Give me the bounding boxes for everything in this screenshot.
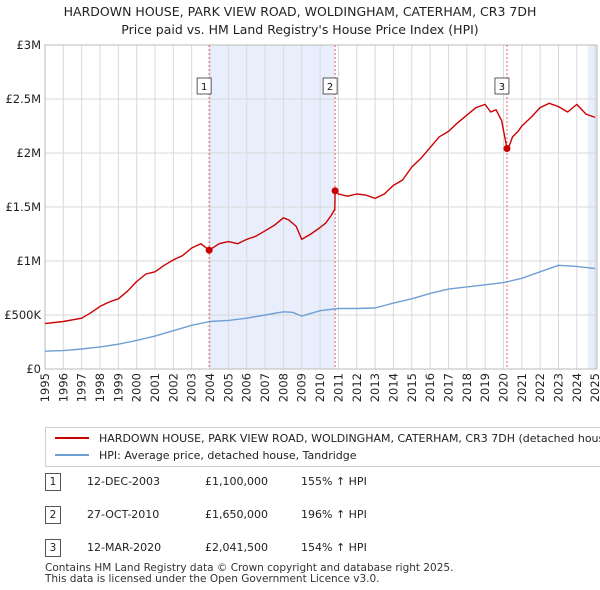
x-tick-label: 1998 bbox=[93, 373, 107, 402]
legend-item-property: HARDOWN HOUSE, PARK VIEW ROAD, WOLDINGHA… bbox=[55, 430, 600, 446]
x-tick-label: 2013 bbox=[368, 373, 382, 402]
x-tick-label: 2020 bbox=[496, 373, 510, 402]
sale-price: £1,100,000 bbox=[205, 475, 268, 488]
x-tick-label: 2021 bbox=[515, 373, 529, 402]
x-tick-label: 2008 bbox=[276, 373, 290, 402]
sale-row: 3 12-MAR-2020 £2,041,500 154% ↑ HPI bbox=[45, 539, 600, 559]
legend-item-hpi: HPI: Average price, detached house, Tand… bbox=[55, 447, 357, 463]
annotation-box bbox=[196, 77, 212, 95]
x-tick-label: 2007 bbox=[258, 373, 272, 402]
sale-price: £1,650,000 bbox=[205, 508, 268, 521]
x-tick-label: 2015 bbox=[405, 373, 419, 402]
y-tick-label: £3M bbox=[16, 38, 41, 52]
sale-price: £2,041,500 bbox=[205, 541, 268, 554]
x-tick-label: 2024 bbox=[570, 373, 584, 402]
x-tick-label: 1996 bbox=[56, 373, 70, 402]
plot-frame bbox=[44, 44, 598, 370]
y-tick-label: £2M bbox=[16, 146, 41, 160]
sale-hpi-change: 196% ↑ HPI bbox=[301, 508, 367, 521]
x-tick-label: 2016 bbox=[423, 373, 437, 402]
x-tick-label: 2002 bbox=[166, 373, 180, 402]
sale-row: 1 12-DEC-2003 £1,100,000 155% ↑ HPI bbox=[45, 473, 600, 493]
price-chart: 1 2 3 £0 £500K £1M £1.5M £2M £2.5M £3M 1995 1996 199… bbox=[4, 38, 600, 402]
x-tick-label: 1995 bbox=[38, 373, 52, 402]
chart-legend: HARDOWN HOUSE, PARK VIEW ROAD, WOLDINGHA… bbox=[45, 427, 600, 467]
annotation-box bbox=[494, 77, 510, 95]
x-tick-label: 2004 bbox=[203, 373, 217, 402]
x-tick-label: 2025 bbox=[588, 373, 600, 402]
x-tick-label: 2023 bbox=[551, 373, 565, 402]
x-tick-label: 2019 bbox=[478, 373, 492, 402]
legend-label-hpi: HPI: Average price, detached house, Tand… bbox=[99, 448, 357, 462]
y-tick-label: £0 bbox=[26, 362, 41, 376]
x-tick-label: 2010 bbox=[313, 373, 327, 402]
x-tick-label: 2014 bbox=[386, 373, 400, 402]
footer-line-licence: This data is licensed under the Open Gov… bbox=[45, 572, 380, 585]
hpi-line bbox=[44, 264, 596, 352]
sale-point bbox=[503, 145, 511, 153]
sale-hpi-change: 154% ↑ HPI bbox=[301, 541, 367, 554]
sale-row: 2 27-OCT-2010 £1,650,000 196% ↑ HPI bbox=[45, 506, 600, 526]
sale-number-badge: 2 bbox=[45, 506, 61, 524]
legend-swatch-hpi bbox=[55, 454, 89, 456]
chart-title: HARDOWN HOUSE, PARK VIEW ROAD, WOLDINGHA… bbox=[63, 4, 537, 19]
annotation-label: 3 bbox=[499, 82, 505, 93]
sale-point bbox=[205, 246, 213, 254]
x-tick-label: 2000 bbox=[130, 373, 144, 402]
sale-number-badge: 1 bbox=[45, 473, 61, 491]
annotation-box bbox=[322, 77, 338, 95]
x-tick-label: 1997 bbox=[75, 373, 89, 402]
sale-point bbox=[331, 187, 339, 195]
x-tick-label: 2012 bbox=[350, 373, 364, 402]
legend-swatch-property bbox=[55, 437, 89, 439]
footer-attribution: Contains HM Land Registry data © Crown c… bbox=[45, 563, 453, 584]
x-tick-label: 2006 bbox=[240, 373, 254, 402]
sale-date: 12-DEC-2003 bbox=[87, 475, 161, 488]
sale-date: 12-MAR-2020 bbox=[87, 541, 162, 554]
y-tick-label: £2.5M bbox=[5, 92, 41, 106]
x-tick-label: 2009 bbox=[295, 373, 309, 402]
x-tick-label: 2018 bbox=[460, 373, 474, 402]
sale-date: 27-OCT-2010 bbox=[87, 508, 160, 521]
footer-line-copyright: Contains HM Land Registry data © Crown c… bbox=[45, 562, 454, 574]
x-tick-label: 2001 bbox=[148, 373, 162, 402]
x-tick-label: 2017 bbox=[441, 373, 455, 402]
x-tick-label: 2022 bbox=[533, 373, 547, 402]
annotation-label: 1 bbox=[201, 82, 207, 93]
y-tick-label: £1M bbox=[16, 254, 41, 268]
sale-number-badge: 3 bbox=[45, 539, 61, 557]
sale-hpi-change: 155% ↑ HPI bbox=[301, 475, 367, 488]
x-tick-label: 1999 bbox=[111, 373, 125, 402]
x-tick-label: 2003 bbox=[185, 373, 199, 402]
x-tick-label: 2011 bbox=[331, 373, 345, 402]
legend-label-property: HARDOWN HOUSE, PARK VIEW ROAD, WOLDINGHA… bbox=[99, 431, 600, 445]
y-tick-label: £1.5M bbox=[5, 200, 41, 214]
x-tick-label: 2005 bbox=[221, 373, 235, 402]
y-tick-label: £500K bbox=[4, 308, 41, 322]
chart-subtitle: Price paid vs. HM Land Registry's House … bbox=[121, 22, 479, 37]
annotation-label: 2 bbox=[327, 82, 333, 93]
